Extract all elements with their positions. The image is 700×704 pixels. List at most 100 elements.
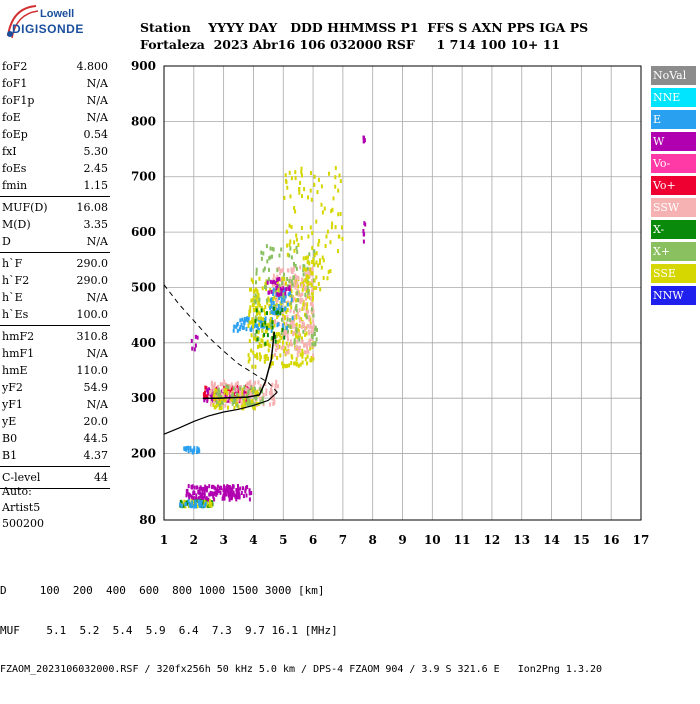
echo-point-sse <box>250 277 253 282</box>
echo-point-x- <box>288 279 291 283</box>
echo-point-sse <box>322 258 325 263</box>
footer-distance-row: D 100 200 400 600 800 1000 1500 3000 [km… <box>0 584 325 597</box>
echo-point-x- <box>255 271 258 276</box>
param-value: 100.0 <box>76 308 109 321</box>
echo-point-x- <box>180 500 183 505</box>
echo-point-sse <box>320 202 323 207</box>
echo-point-sse <box>252 303 255 307</box>
echo-point-ssw <box>265 392 268 397</box>
echo-point-sse <box>263 308 266 313</box>
echo-point-vo- <box>237 390 240 395</box>
echo-point-e <box>291 316 294 321</box>
echo-point-sse <box>313 174 316 179</box>
echo-point-ssw <box>312 327 315 332</box>
auto-program: Artist5 <box>2 501 41 514</box>
echo-point-ssw <box>211 380 213 385</box>
logo-line2: DIGISONDE <box>12 22 84 36</box>
echo-point-x- <box>287 284 289 289</box>
echo-point-ssw <box>209 402 212 407</box>
param-value: 110.0 <box>76 364 109 377</box>
x-tick-label: 9 <box>398 533 406 547</box>
echo-point-sse <box>257 316 260 321</box>
echo-point-sse <box>299 352 302 357</box>
echo-point-sse <box>257 310 260 315</box>
param-value: 0.54 <box>83 128 109 141</box>
echo-point-x- <box>281 308 284 313</box>
echo-point-x- <box>186 500 189 505</box>
echo-point-ssw <box>275 380 278 385</box>
echo-point-sse <box>305 306 308 311</box>
echo-point-x- <box>295 329 298 334</box>
echo-point-e <box>247 317 250 321</box>
echo-point-sse <box>301 354 304 359</box>
echo-point-sse <box>304 357 307 362</box>
echo-point-sse <box>257 344 259 349</box>
echo-point-w <box>193 347 196 352</box>
echo-point-vo- <box>226 398 229 403</box>
echo-point-sse <box>225 388 228 393</box>
echo-point-sse <box>254 306 257 310</box>
echo-point-sse <box>242 399 245 404</box>
echo-point-e <box>278 296 281 300</box>
lowell-digisonde-logo: Lowell DIGISONDE <box>2 2 92 44</box>
echo-point-w <box>246 485 249 489</box>
y-tick-label: 500 <box>131 280 156 294</box>
echo-point-w <box>216 484 219 489</box>
echo-point-sse <box>251 298 254 303</box>
echo-point-sse <box>321 255 324 260</box>
echo-point-w <box>196 485 199 490</box>
echo-point-ssw <box>302 306 305 311</box>
echo-point-ssw <box>298 298 301 303</box>
echo-point-x- <box>274 335 277 339</box>
echo-point-w <box>267 290 270 295</box>
x-tick-label: 12 <box>484 533 501 547</box>
echo-point-sse <box>276 340 279 345</box>
echo-point-x- <box>290 301 293 306</box>
echo-point-ssw <box>286 334 289 338</box>
echo-point-ssw <box>287 337 289 342</box>
scaled-parameters-panel: foF2 4.800 foF1 N/A foF1p N/A foE N/A foEp 0.54 fx… <box>0 58 112 491</box>
echo-point-sse <box>339 179 342 184</box>
echo-point-sse <box>303 267 305 272</box>
y-tick-label: 800 <box>131 114 156 128</box>
param-row: foF1p N/A <box>0 92 112 109</box>
echo-point-sse <box>249 287 251 292</box>
echo-point-sse <box>288 223 291 228</box>
echo-point-sse <box>334 225 337 230</box>
echo-point-sse <box>334 184 337 189</box>
echo-point-ssw <box>293 279 296 284</box>
echo-point-x- <box>261 396 264 401</box>
echo-point-ssw <box>298 315 301 320</box>
echo-point-ssw <box>230 382 233 387</box>
echo-point-x- <box>248 402 251 407</box>
echo-point-sse <box>285 281 287 286</box>
echo-point-sse <box>294 176 297 181</box>
echo-point-w <box>187 484 190 489</box>
echo-point-sse <box>252 321 255 326</box>
echo-point-sse <box>317 282 320 286</box>
echo-point-ssw <box>298 308 301 313</box>
echo-point-sse <box>295 322 298 327</box>
param-label: foF1 <box>2 77 28 90</box>
echo-point-w <box>363 221 366 226</box>
echo-point-sse <box>258 276 261 281</box>
echo-point-x- <box>271 254 273 259</box>
echo-point-w <box>269 279 272 284</box>
legend-item-sse: SSE <box>651 264 696 283</box>
echo-point-ssw <box>272 277 275 282</box>
echo-point-x- <box>255 308 258 313</box>
echo-point-w <box>189 493 191 498</box>
echo-point-x- <box>308 252 311 257</box>
echo-point-sse <box>249 305 252 310</box>
echo-point-sse <box>276 355 279 360</box>
echo-point-x- <box>219 394 222 399</box>
echo-point-w <box>237 484 239 488</box>
echo-point-x- <box>271 246 274 251</box>
echo-point-sse <box>290 329 293 334</box>
echo-point-w <box>188 495 191 500</box>
y-tick-label: 80 <box>139 513 156 527</box>
echo-point-ssw <box>276 346 279 351</box>
echo-point-vo- <box>202 392 205 397</box>
echo-point-ssw <box>210 388 213 393</box>
echo-point-sse <box>256 352 258 357</box>
